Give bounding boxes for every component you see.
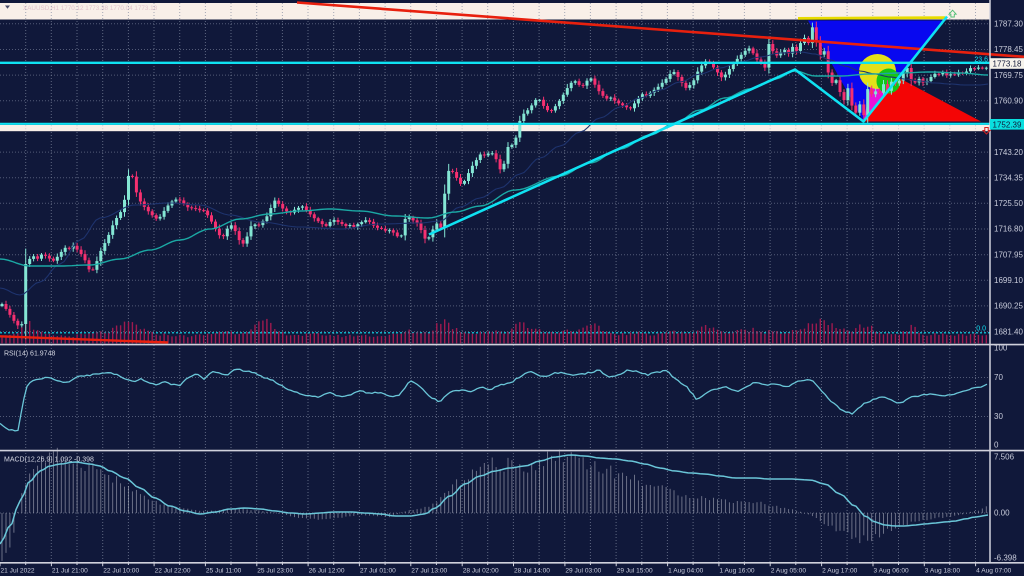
svg-text:0.0: 0.0 — [976, 326, 986, 333]
svg-text:1787.30: 1787.30 — [994, 20, 1023, 29]
svg-text:3 Aug 06:00: 3 Aug 06:00 — [874, 568, 910, 575]
svg-text:28 Jul 14:00: 28 Jul 14:00 — [514, 568, 550, 575]
svg-text:27 Jul 01:00: 27 Jul 01:00 — [360, 568, 396, 575]
svg-text:1690.25: 1690.25 — [994, 302, 1023, 311]
svg-text:26 Jul 12:00: 26 Jul 12:00 — [309, 568, 345, 575]
svg-text:28 Jul 02:00: 28 Jul 02:00 — [463, 568, 499, 575]
svg-text:22 Jul 10:00: 22 Jul 10:00 — [103, 568, 139, 575]
svg-text:21 Jul 21:00: 21 Jul 21:00 — [52, 568, 88, 575]
svg-text:1725.50: 1725.50 — [994, 199, 1023, 208]
svg-text:1 Aug 16:00: 1 Aug 16:00 — [719, 568, 755, 575]
svg-text:21 Jul 2022: 21 Jul 2022 — [1, 568, 35, 575]
svg-text:100: 100 — [994, 344, 1008, 353]
svg-text:0: 0 — [994, 441, 999, 450]
svg-text:7.506: 7.506 — [994, 453, 1015, 462]
svg-text:1743.20: 1743.20 — [994, 148, 1023, 157]
svg-text:27 Jul 13:00: 27 Jul 13:00 — [411, 568, 447, 575]
svg-text:4 Aug 07:00: 4 Aug 07:00 — [976, 568, 1012, 575]
svg-text:30: 30 — [994, 412, 1003, 421]
svg-text:70: 70 — [994, 373, 1003, 382]
svg-text:29 Jul 15:00: 29 Jul 15:00 — [617, 568, 653, 575]
svg-text:3 Aug 18:00: 3 Aug 18:00 — [925, 568, 961, 575]
svg-text:RSI(14) 61.9748: RSI(14) 61.9748 — [4, 350, 55, 357]
svg-text:1 Aug 04:00: 1 Aug 04:00 — [668, 568, 704, 575]
svg-text:2 Aug 17:00: 2 Aug 17:00 — [822, 568, 858, 575]
svg-text:XAUUSD,H1 1770.12 1773.38 177: XAUUSD,H1 1770.12 1773.38 1770.04 1773.1… — [23, 5, 158, 12]
svg-text:2 Aug 05:00: 2 Aug 05:00 — [771, 568, 807, 575]
svg-text:1752.39: 1752.39 — [993, 120, 1022, 129]
svg-text:25 Jul 11:00: 25 Jul 11:00 — [206, 568, 242, 575]
svg-text:1716.80: 1716.80 — [994, 225, 1023, 234]
svg-text:23.6: 23.6 — [974, 56, 988, 63]
svg-text:1778.45: 1778.45 — [994, 45, 1023, 54]
svg-text:1773.18: 1773.18 — [993, 60, 1022, 69]
svg-text:1699.10: 1699.10 — [994, 276, 1023, 285]
svg-text:1734.35: 1734.35 — [994, 173, 1023, 182]
svg-text:1760.90: 1760.90 — [994, 96, 1023, 105]
svg-text:1707.95: 1707.95 — [994, 250, 1023, 259]
svg-text:0.00: 0.00 — [994, 509, 1010, 518]
svg-text:1769.75: 1769.75 — [994, 71, 1023, 80]
svg-text:1681.40: 1681.40 — [994, 327, 1023, 336]
svg-text:-6.398: -6.398 — [994, 554, 1017, 563]
svg-text:25 Jul 23:00: 25 Jul 23:00 — [257, 568, 293, 575]
svg-text:22 Jul 22:00: 22 Jul 22:00 — [155, 568, 191, 575]
svg-text:29 Jul 03:00: 29 Jul 03:00 — [565, 568, 601, 575]
